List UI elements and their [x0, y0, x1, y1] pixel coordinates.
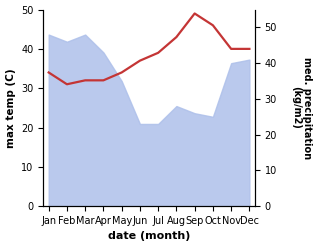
- X-axis label: date (month): date (month): [108, 231, 190, 242]
- Y-axis label: med. precipitation
(kg/m2): med. precipitation (kg/m2): [291, 57, 313, 159]
- Y-axis label: max temp (C): max temp (C): [5, 68, 16, 148]
